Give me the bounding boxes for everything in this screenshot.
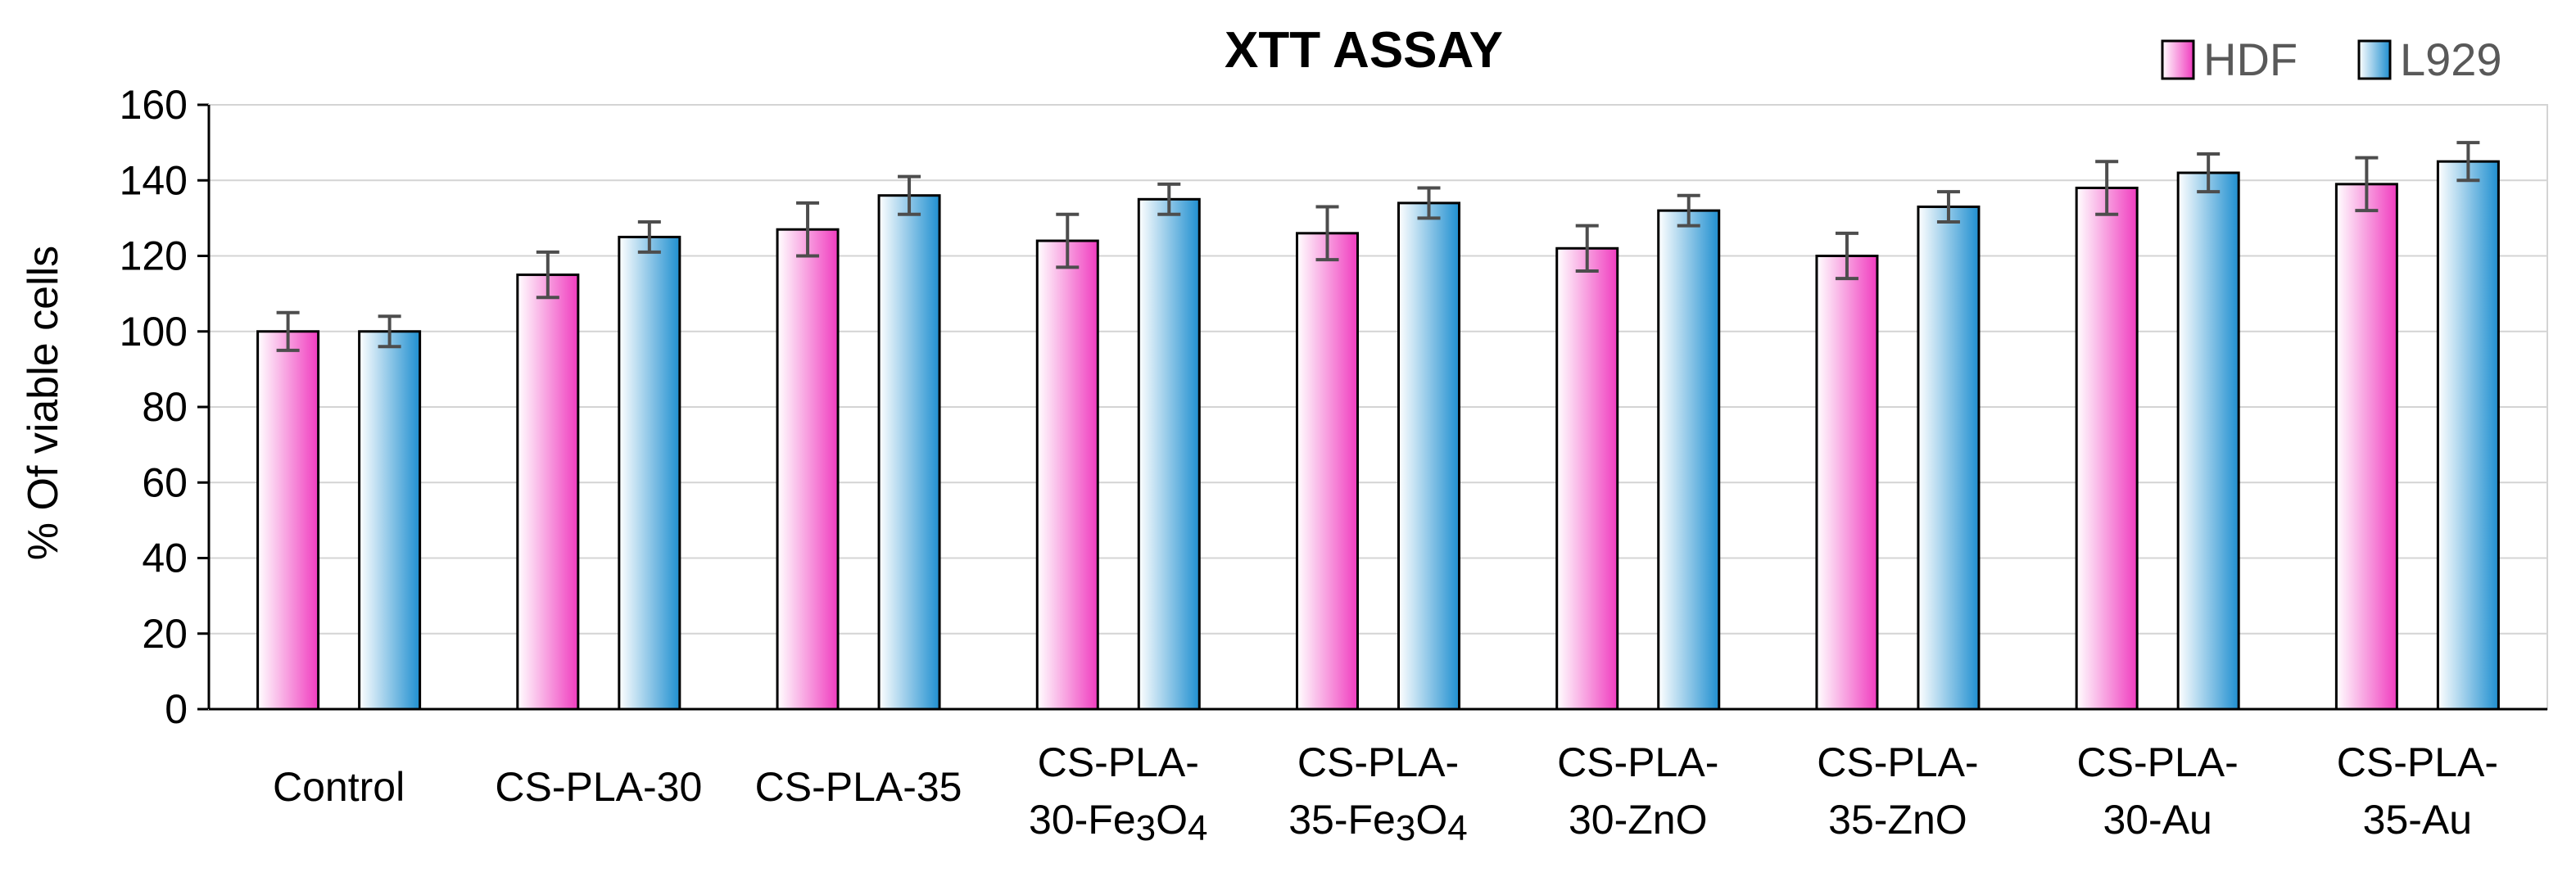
error-bar-l929 (1677, 193, 1700, 228)
x-tick-label: CS-PLA-35 (755, 764, 962, 810)
x-tick-label: CS-PLA- (1557, 739, 1718, 785)
x-tick-label: CS-PLA- (1038, 739, 1199, 785)
grid-lines (197, 103, 2547, 711)
x-tick-label: 35-ZnO (1828, 797, 1967, 843)
y-tick-label: 140 (120, 157, 188, 203)
bar-l929 (877, 194, 941, 711)
error-bar-l929 (637, 219, 661, 254)
error-bar-layer (276, 141, 2480, 352)
y-tick-label: 60 (142, 459, 188, 505)
x-tick-labels: Control CS-PLA-30 CS-PLA-35 CS-PLA- 30-Fe3O4… (273, 739, 2498, 848)
bar-l929 (358, 330, 422, 711)
error-bar-l929 (1936, 190, 1960, 224)
error-bar-l929 (1417, 186, 1441, 220)
y-tick-label: 80 (142, 384, 188, 430)
x-tick-label: CS-PLA- (1297, 739, 1459, 785)
legend-label-l929: L929 (2400, 34, 2502, 85)
y-tick-label: 0 (165, 686, 188, 732)
bar-hdf (1296, 232, 1359, 711)
bar-hdf (2075, 186, 2139, 711)
legend: HDF L929 (2161, 34, 2502, 85)
bar-layer (256, 160, 2500, 711)
axes (207, 104, 2548, 711)
y-tick-label: 20 (142, 611, 188, 657)
bar-l929 (618, 235, 681, 711)
bar-hdf (1815, 255, 1879, 711)
y-tick-labels: 0 20 40 60 80 100 120 140 160 (120, 82, 188, 732)
x-tick-label: 35-Au (2363, 797, 2472, 843)
x-tick-label: CS-PLA- (2077, 739, 2239, 785)
bar-l929 (1397, 201, 1460, 711)
x-tick-label: CS-PLA- (1817, 739, 1978, 785)
error-bar-hdf (536, 250, 559, 300)
error-bar-hdf (1575, 224, 1599, 273)
bar-hdf (516, 273, 580, 711)
bar-hdf (1555, 246, 1619, 711)
bar-l929 (1917, 206, 1981, 711)
x-tick-label: CS-PLA-30 (495, 764, 702, 810)
bar-l929 (1137, 197, 1201, 711)
x-tick-label: 30-Fe3O4 (1029, 797, 1208, 848)
bar-l929 (2436, 160, 2500, 711)
x-tick-label: CS-PLA- (2337, 739, 2498, 785)
x-tick-label: Control (273, 764, 405, 810)
y-axis-title: % Of viable cells (20, 246, 67, 560)
x-tick-label: 30-Au (2103, 797, 2212, 843)
bar-l929 (2176, 171, 2240, 711)
error-bar-l929 (2197, 151, 2221, 194)
chart-title: XTT ASSAY (1225, 22, 1503, 79)
y-tick-label: 100 (120, 309, 188, 355)
error-bar-hdf (276, 310, 300, 352)
x-tick-label: 30-ZnO (1569, 797, 1708, 843)
error-bar-hdf (1056, 212, 1080, 269)
bar-hdf (256, 330, 320, 711)
bar-hdf (776, 228, 840, 711)
error-bar-hdf (1835, 231, 1858, 281)
error-bar-l929 (898, 174, 921, 216)
bar-hdf (2334, 183, 2398, 711)
legend-label-hdf: HDF (2203, 34, 2298, 85)
y-tick-label: 120 (120, 233, 188, 279)
error-bar-hdf (1315, 205, 1339, 262)
legend-swatch-l929 (2357, 39, 2392, 80)
legend-swatch-hdf (2161, 39, 2195, 80)
error-bar-l929 (1157, 182, 1181, 216)
bar-hdf (1035, 239, 1099, 711)
error-bar-hdf (796, 201, 820, 258)
error-bar-hdf (2095, 160, 2119, 216)
error-bar-hdf (2355, 156, 2379, 213)
y-tick-label: 160 (120, 82, 188, 128)
y-tick-label: 40 (142, 536, 188, 581)
bar-l929 (1657, 209, 1721, 711)
error-bar-l929 (378, 314, 401, 349)
error-bar-l929 (2456, 141, 2480, 183)
x-tick-label: 35-Fe3O4 (1288, 797, 1468, 848)
